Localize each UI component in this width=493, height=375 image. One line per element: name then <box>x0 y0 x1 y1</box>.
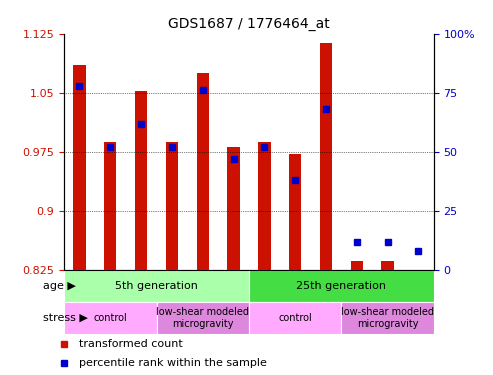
Bar <box>320 43 332 270</box>
Bar <box>227 147 240 270</box>
Bar <box>157 302 249 334</box>
Text: transformed count: transformed count <box>79 339 182 349</box>
Text: control: control <box>94 313 127 323</box>
Text: age ▶: age ▶ <box>42 281 75 291</box>
Bar <box>258 142 271 270</box>
Bar <box>73 65 86 270</box>
Bar <box>135 91 147 270</box>
Bar <box>197 73 209 270</box>
Title: GDS1687 / 1776464_at: GDS1687 / 1776464_at <box>168 17 330 32</box>
Text: 25th generation: 25th generation <box>296 281 387 291</box>
Bar <box>351 261 363 270</box>
Text: 5th generation: 5th generation <box>115 281 198 291</box>
Text: stress ▶: stress ▶ <box>42 313 87 323</box>
Bar <box>166 142 178 270</box>
Bar <box>289 154 301 270</box>
Text: control: control <box>279 313 312 323</box>
Bar <box>382 261 394 270</box>
Text: low-shear modeled
microgravity: low-shear modeled microgravity <box>156 307 249 328</box>
Bar <box>104 142 116 270</box>
Bar <box>64 302 157 334</box>
Text: low-shear modeled
microgravity: low-shear modeled microgravity <box>341 307 434 328</box>
Bar <box>249 302 341 334</box>
Bar <box>341 302 434 334</box>
Bar <box>249 270 434 302</box>
Bar <box>64 270 249 302</box>
Text: percentile rank within the sample: percentile rank within the sample <box>79 358 267 368</box>
